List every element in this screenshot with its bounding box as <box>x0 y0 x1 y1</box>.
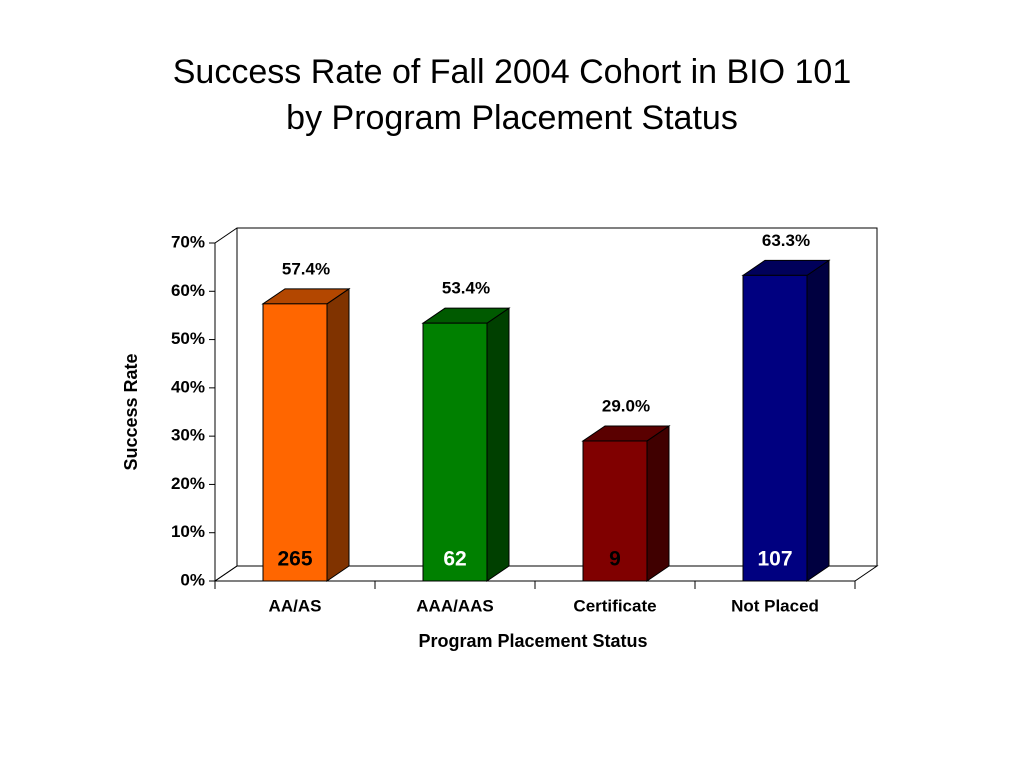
x-tick-label: AAA/AAS <box>416 596 493 615</box>
x-axis-title: Program Placement Status <box>418 631 647 651</box>
bar-side <box>646 425 670 582</box>
y-axis-title: Success Rate <box>121 353 141 470</box>
y-tick-label: 40% <box>171 377 205 396</box>
count-label: 9 <box>609 548 621 571</box>
y-tick-label: 0% <box>180 570 205 589</box>
x-tick-label: Not Placed <box>731 596 819 615</box>
y-tick-label: 10% <box>171 522 205 541</box>
bar <box>262 303 328 582</box>
value-label: 53.4% <box>442 279 490 298</box>
count-label: 107 <box>757 548 792 571</box>
floor-edge <box>214 565 238 582</box>
bar <box>742 274 808 582</box>
y-tick-label: 30% <box>171 426 205 445</box>
count-label: 62 <box>443 548 466 571</box>
y-tick-label: 60% <box>171 281 205 300</box>
count-label: 265 <box>277 548 312 571</box>
value-label: 57.4% <box>282 259 330 278</box>
bar <box>422 322 488 582</box>
x-tick-label: Certificate <box>573 596 656 615</box>
value-label: 29.0% <box>602 396 650 415</box>
chart-title: Success Rate of Fall 2004 Cohort in BIO … <box>173 53 851 91</box>
bar-side <box>806 259 830 582</box>
bar-side <box>486 307 510 582</box>
y-tick-label: 70% <box>171 232 205 251</box>
y-tick-label: 20% <box>171 474 205 493</box>
x-tick-label: AA/AS <box>269 596 322 615</box>
chart-title: by Program Placement Status <box>286 99 738 137</box>
value-label: 63.3% <box>762 231 810 250</box>
category-ticks <box>214 581 856 589</box>
bar <box>582 440 648 582</box>
y-tick-label: 50% <box>171 329 205 348</box>
bar-side <box>326 287 350 582</box>
